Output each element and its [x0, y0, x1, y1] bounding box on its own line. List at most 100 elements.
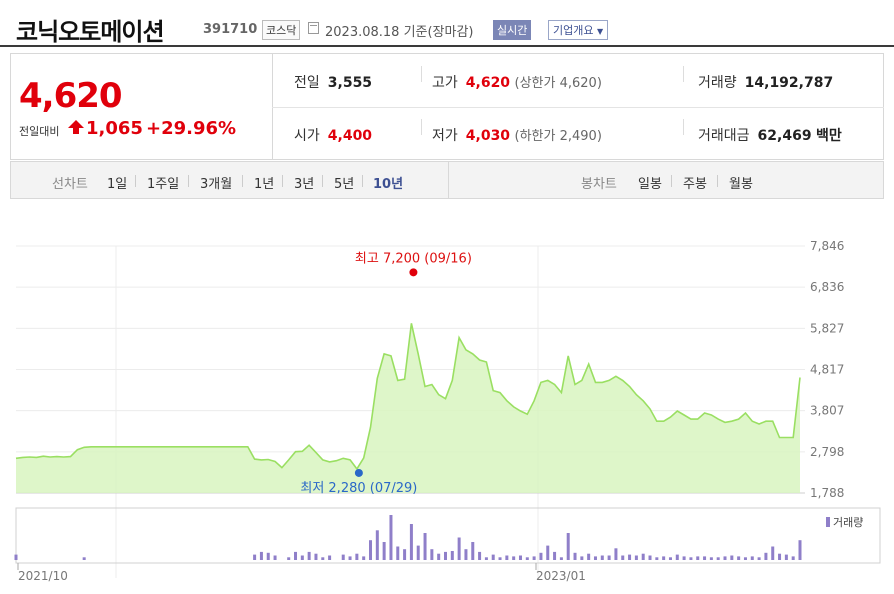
- volume-bar: [553, 551, 557, 560]
- tab-separator: [282, 175, 283, 187]
- volume-bar: [791, 556, 795, 560]
- volume-bar: [294, 551, 298, 560]
- volume-bar: [389, 515, 393, 560]
- volume-value: 14,192,787: [744, 75, 834, 91]
- volume-bar: [730, 555, 734, 560]
- volume-bar: [396, 546, 400, 560]
- volume-label: 거래량: [698, 75, 737, 91]
- volume-panel-frame: [15, 507, 881, 564]
- calendar-icon: [308, 22, 319, 34]
- volume-bar: [668, 557, 672, 560]
- volume-bar: [648, 555, 652, 560]
- prev-close: 전일 3,555: [294, 72, 372, 92]
- volume-bar: [464, 549, 468, 560]
- volume-bar: [328, 555, 332, 560]
- volume-bar: [484, 557, 488, 560]
- prev-label: 전일: [294, 75, 320, 91]
- y-tick-label: 2,798: [810, 445, 844, 459]
- tab-monthly[interactable]: 월봉: [729, 177, 753, 192]
- low-price: 저가 4,030 (하한가 2,490): [432, 125, 602, 145]
- volume-bar: [259, 551, 263, 560]
- base-date: 2023.08.18 기준(장마감): [325, 25, 474, 40]
- open-value: 4,400: [327, 128, 373, 144]
- cell-separator: [421, 119, 422, 135]
- volume-bar: [443, 551, 447, 560]
- tab-separator: [242, 175, 243, 187]
- tab-10y[interactable]: 10년: [373, 177, 404, 192]
- current-price: 4,620: [19, 76, 123, 116]
- tab-1y[interactable]: 1년: [254, 177, 275, 192]
- volume-bar: [546, 545, 550, 560]
- tab-separator: [362, 175, 363, 187]
- y-tick-label: 5,827: [810, 321, 844, 335]
- volume-bar: [82, 557, 86, 560]
- volume-bar: [478, 551, 482, 560]
- price-chart[interactable]: 7,846 6,836 5,827 4,817 3,807 2,798 1,788 최고 7…: [0, 228, 894, 594]
- volume-bar: [559, 557, 563, 560]
- company-info-dropdown[interactable]: 기업개요 ▼: [548, 20, 609, 40]
- volume-bar: [709, 557, 713, 560]
- y-axis-labels: 7,846 6,836 5,827 4,817 3,807 2,798 1,788: [810, 239, 844, 500]
- volume-bar: [614, 548, 618, 560]
- volume-bar: [778, 553, 782, 560]
- volume-bar: [430, 549, 434, 560]
- volume-bar: [416, 545, 420, 560]
- up-arrow-icon: [68, 120, 84, 134]
- volume-bar: [600, 555, 604, 560]
- tab-group-divider: [448, 162, 449, 198]
- volume-bar: [621, 555, 625, 560]
- volume-bar: [369, 540, 373, 560]
- high-price: 고가 4,620 (상한가 4,620): [432, 72, 602, 92]
- change-percent: +29.96%: [146, 118, 237, 139]
- volume-bar: [437, 553, 441, 560]
- tab-daily[interactable]: 일봉: [638, 177, 662, 192]
- volume-bar: [628, 554, 632, 560]
- market-badge: 코스닥: [262, 20, 301, 40]
- volume-bar: [423, 533, 427, 560]
- volume: 거래량 14,192,787: [698, 72, 833, 92]
- trade-amount-value: 62,469: [757, 128, 812, 144]
- volume-bar: [321, 557, 325, 560]
- candle-chart-label: 봉차트: [581, 177, 617, 192]
- tab-separator: [671, 175, 672, 187]
- y-tick-label: 7,846: [810, 239, 844, 253]
- trade-amount-label: 거래대금: [698, 128, 750, 144]
- volume-bar: [300, 555, 304, 560]
- volume-bar: [505, 555, 509, 560]
- volume-bar: [355, 553, 359, 560]
- stock-header: 코닉오토메이션 391710 코스닥 2023.08.18 기준(장마감) 실시…: [0, 0, 894, 47]
- header-divider: [0, 45, 894, 47]
- tab-1w[interactable]: 1주일: [147, 177, 180, 192]
- volume-bar: [750, 556, 754, 560]
- cell-separator: [683, 119, 684, 135]
- volume-bar: [409, 524, 413, 560]
- cell-separator: [683, 66, 684, 82]
- realtime-button[interactable]: 실시간: [493, 20, 532, 40]
- volume-bar: [266, 552, 270, 560]
- cell-separator: [421, 66, 422, 82]
- volume-bar: [703, 556, 707, 560]
- y-tick-label: 4,817: [810, 363, 844, 377]
- tab-separator: [188, 175, 189, 187]
- volume-bar: [382, 542, 386, 560]
- tab-3m[interactable]: 3개월: [200, 177, 233, 192]
- tab-weekly[interactable]: 주봉: [683, 177, 707, 192]
- x-tick-label: 2023/01: [536, 569, 586, 583]
- tab-separator: [135, 175, 136, 187]
- tab-3y[interactable]: 3년: [294, 177, 315, 192]
- tab-1d[interactable]: 1일: [107, 177, 128, 192]
- high-label: 고가: [432, 75, 458, 91]
- volume-bar: [573, 552, 577, 560]
- y-tick-label: 3,807: [810, 404, 844, 418]
- tab-separator: [717, 175, 718, 187]
- volume-bar: [471, 542, 475, 560]
- volume-bar: [498, 557, 502, 560]
- tab-5y[interactable]: 5년: [334, 177, 355, 192]
- volume-bar: [771, 546, 775, 560]
- volume-bar: [723, 556, 727, 560]
- volume-bar: [375, 530, 379, 560]
- volume-bar: [607, 555, 611, 560]
- trade-amount-unit: 백만: [816, 128, 842, 144]
- volume-bars: [14, 515, 802, 560]
- upper-limit: (상한가 4,620): [514, 76, 602, 91]
